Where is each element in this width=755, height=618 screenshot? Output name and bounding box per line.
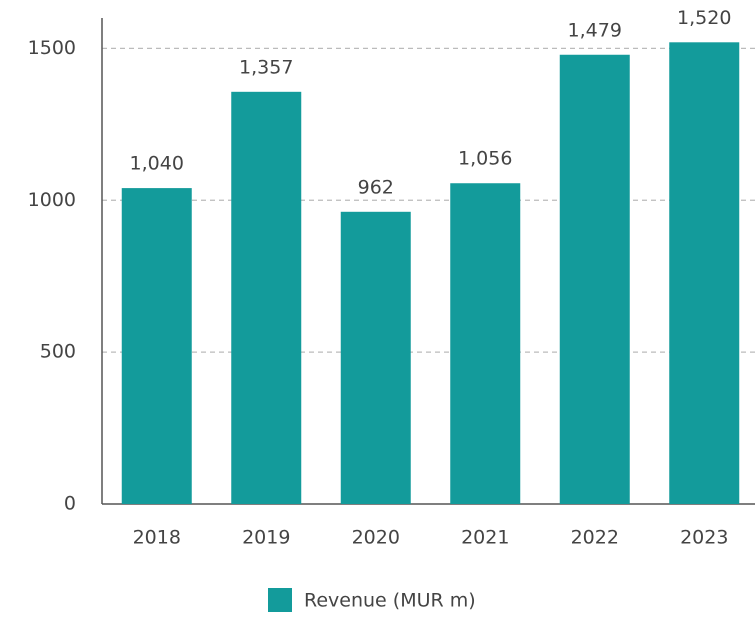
bar	[450, 183, 521, 505]
bar	[559, 54, 630, 504]
value-label: 1,357	[239, 56, 293, 78]
bar	[669, 42, 740, 505]
value-label: 1,520	[677, 7, 731, 29]
x-tick-label: 2020	[352, 527, 400, 549]
y-tick-label: 500	[40, 341, 76, 363]
bar	[231, 91, 302, 504]
bar	[340, 211, 411, 505]
value-label: 1,040	[130, 153, 184, 175]
y-tick-label: 0	[64, 493, 76, 515]
y-tick-label: 1500	[28, 37, 76, 59]
legend-label: Revenue (MUR m)	[304, 590, 476, 612]
x-tick-label: 2022	[571, 527, 619, 549]
value-label: 1,479	[568, 19, 622, 41]
x-tick-label: 2019	[242, 527, 290, 549]
legend-swatch	[268, 588, 292, 612]
value-label: 1,056	[458, 148, 512, 170]
x-tick-label: 2023	[680, 527, 728, 549]
bar	[121, 188, 192, 504]
x-tick-label: 2018	[133, 527, 181, 549]
y-tick-label: 1000	[28, 189, 76, 211]
value-label: 962	[358, 176, 394, 198]
x-tick-label: 2021	[461, 527, 509, 549]
